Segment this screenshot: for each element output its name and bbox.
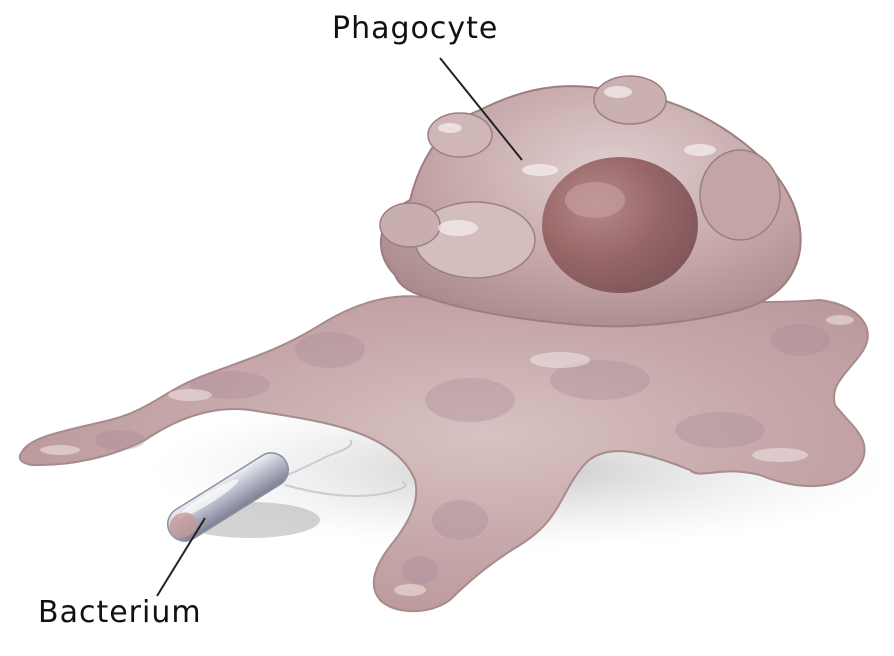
nucleus [542,157,698,293]
nucleus-highlight [565,182,625,218]
dome-highlights [438,86,716,236]
bacterium-leader-line [156,517,206,597]
bacterium-flagella [279,439,407,497]
dome-bumps [379,75,781,279]
membrane-texture [95,324,830,584]
membrane-highlights [40,315,854,596]
phagocyte-pseudopods [18,290,869,613]
phagocyte-label: Phagocyte [332,11,499,46]
bacterium-label: Bacterium [38,595,202,630]
bacterium [166,452,290,542]
phagocyte-leader-line [439,57,523,161]
